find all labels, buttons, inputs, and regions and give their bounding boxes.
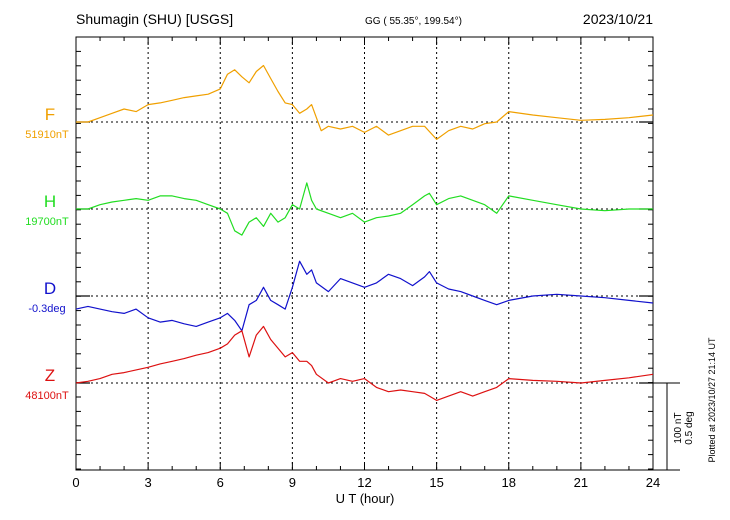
- x-tick-label: 18: [502, 475, 516, 490]
- series-baseline-d: -0.3deg: [28, 303, 65, 315]
- x-tick-label: 0: [72, 475, 79, 490]
- series-line-d: [75, 260, 654, 332]
- x-tick-label: 15: [429, 475, 443, 490]
- x-tick-label: 9: [289, 475, 296, 490]
- series-letter-d: D: [44, 279, 56, 298]
- series-baseline-z: 48100nT: [25, 390, 69, 402]
- x-tick-labels: 0 3 6 9 12 15 18 21 24: [72, 475, 660, 490]
- axis-ticks: [75, 36, 654, 470]
- series-labels: F 51910nT H 19700nT D -0.3deg Z 48100nT: [25, 105, 69, 402]
- x-tick-label: 12: [357, 475, 371, 490]
- x-tick-label: 24: [646, 475, 660, 490]
- date-label: 2023/10/21: [583, 11, 653, 27]
- plotted-at-note: Plotted at 2023/10/27 21:14 UT: [707, 337, 717, 463]
- grid-lines: [76, 37, 653, 470]
- coordinates-label: GG ( 55.35°, 199.54°): [365, 16, 462, 27]
- scale-bar-label-deg: 0.5 deg: [684, 411, 695, 444]
- x-tick-label: 21: [574, 475, 588, 490]
- series-line-f: [76, 64, 654, 140]
- x-tick-label: 6: [217, 475, 224, 490]
- series-letter-h: H: [44, 192, 56, 211]
- scale-bar: 100 nT 0.5 deg: [653, 382, 695, 471]
- series-baseline-h: 19700nT: [25, 216, 69, 228]
- data-series: [75, 64, 654, 401]
- series-line-z: [75, 325, 654, 401]
- scale-bar-label-nt: 100 nT: [673, 412, 684, 443]
- x-axis-label: U T (hour): [336, 491, 395, 506]
- station-title: Shumagin (SHU) [USGS]: [76, 11, 233, 27]
- x-tick-label: 3: [145, 475, 152, 490]
- series-letter-f: F: [45, 105, 55, 124]
- series-line-h: [76, 182, 653, 236]
- series-letter-z: Z: [45, 366, 55, 385]
- series-baseline-f: 51910nT: [25, 129, 69, 141]
